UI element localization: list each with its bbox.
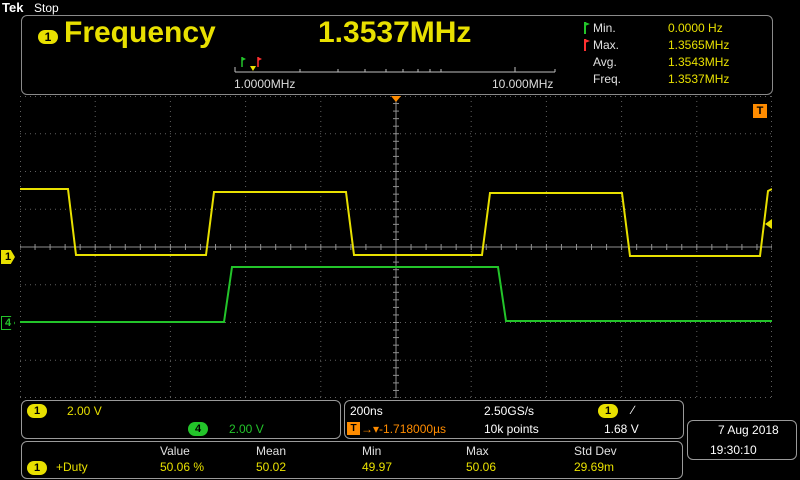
measurement-row-name: +Duty xyxy=(56,460,88,474)
horizontal-settings-panel[interactable] xyxy=(344,400,684,439)
datetime-panel xyxy=(687,420,797,460)
measurement-name: Frequency xyxy=(64,16,216,49)
horizontal-position: →▾-1.718000µs xyxy=(361,422,446,436)
timebase: 200ns xyxy=(350,404,383,418)
trigger-level-marker xyxy=(765,219,772,229)
measurement-value: 1.3537MHz xyxy=(318,16,472,49)
trigger-slope-icon: ∕ xyxy=(632,403,635,417)
col-header-min: Min xyxy=(362,444,382,458)
trigger-position-marker xyxy=(391,96,401,102)
stat-min-value: 0.0000 Hz xyxy=(668,21,723,35)
frequency-panel xyxy=(21,15,773,95)
channel-4-scale: 2.00 V xyxy=(229,422,264,436)
col-header-mean: Mean xyxy=(256,444,287,458)
measurement-min: 49.97 xyxy=(362,460,393,474)
measurement-channel-badge: 1 xyxy=(27,461,47,475)
brand-text: Tek xyxy=(2,0,24,15)
sample-rate: 2.50GS/s xyxy=(484,404,535,418)
brand-logo: Tek xyxy=(2,0,23,15)
stat-max-value: 1.3565MHz xyxy=(668,38,730,52)
stat-freq-label: Freq. xyxy=(593,72,622,86)
measurement-max: 50.06 xyxy=(466,460,497,474)
scale-low-label: 1.0000MHz xyxy=(234,77,296,91)
channel-1-scale: 2.00 V xyxy=(67,404,102,418)
vertical-settings-panel[interactable] xyxy=(21,400,341,439)
channel-1-scale-badge: 1 xyxy=(27,404,47,418)
channel-4-trace xyxy=(20,266,772,323)
col-header-value: Value xyxy=(160,444,190,458)
channel-4-ground-marker[interactable]: 4 xyxy=(1,316,15,330)
channel-1-ground-marker[interactable]: 1 xyxy=(1,250,15,264)
measurement-panel[interactable] xyxy=(21,441,683,479)
trigger-t-marker[interactable]: T xyxy=(753,104,767,118)
run-status: Stop xyxy=(34,1,59,15)
measurement-mean: 50.02 xyxy=(256,460,287,474)
time: 19:30:10 xyxy=(710,443,757,457)
frequency-scale-bar xyxy=(234,57,556,73)
channel-4-scale-badge: 4 xyxy=(188,422,208,436)
trigger-level: 1.68 V xyxy=(604,422,639,436)
stat-avg-label: Avg. xyxy=(593,55,617,69)
col-header-max: Max xyxy=(466,444,489,458)
min-max-flag-icon xyxy=(584,22,590,51)
measurement-stddev: 29.69m xyxy=(574,460,615,474)
stat-freq-value: 1.3537MHz xyxy=(668,72,730,86)
record-length: 10k points xyxy=(484,422,539,436)
waveform-display[interactable] xyxy=(20,96,772,398)
channel-1-badge: 1 xyxy=(38,30,58,44)
trigger-source-badge: 1 xyxy=(598,404,618,418)
stat-avg-value: 1.3543MHz xyxy=(668,55,730,69)
stat-max-label: Max. xyxy=(593,38,620,52)
date: 7 Aug 2018 xyxy=(718,423,779,437)
col-header-stddev: Std Dev xyxy=(574,444,617,458)
scale-high-label: 10.000MHz xyxy=(492,77,554,91)
trigger-t-icon: T xyxy=(347,422,360,435)
measurement-value: 50.06 % xyxy=(160,460,205,474)
channel-1-trace xyxy=(20,188,772,257)
stat-min-label: Min. xyxy=(593,21,616,35)
